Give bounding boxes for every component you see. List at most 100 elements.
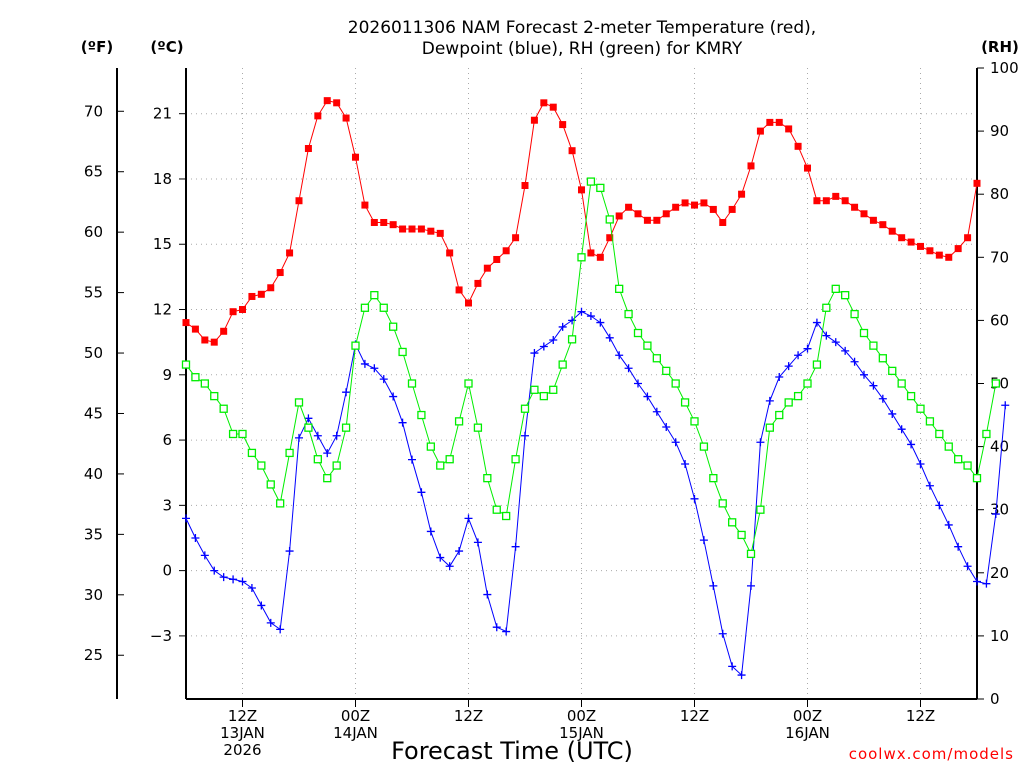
dewpoint-point [257, 601, 266, 610]
temperature-point [700, 199, 708, 207]
dewpoint-point [831, 338, 840, 347]
celsius-tick-label: 3 [162, 496, 172, 514]
dewpoint-point [812, 318, 821, 327]
rh-point [925, 417, 935, 426]
dewpoint-point [492, 623, 501, 632]
dewpoint-point [464, 514, 473, 523]
rh-point [417, 410, 426, 420]
rh-point [247, 448, 257, 458]
temperature-point [342, 114, 350, 122]
dewpoint-point [954, 542, 963, 551]
temperature-point [502, 247, 510, 255]
temperature-point [483, 264, 491, 272]
rh-point [850, 309, 859, 319]
dewpoint-point [794, 351, 803, 360]
dewpoint-point [982, 579, 991, 588]
dewpoint-point [888, 409, 897, 418]
dewpoint-point [784, 362, 793, 371]
dewpoint-point [765, 396, 774, 405]
dewpoint-point [521, 431, 529, 440]
temperature-point [323, 97, 331, 105]
temperature-point [841, 197, 849, 205]
rh-point [360, 303, 370, 312]
dewpoint-point [483, 590, 492, 599]
temperature-point [276, 269, 284, 277]
temperature-point [747, 162, 755, 170]
rh-point [793, 391, 803, 401]
x-tick-label: 12Z [228, 707, 257, 725]
temperature-point [474, 279, 482, 287]
temperature-point [719, 218, 727, 226]
fahrenheit-axis-label: (ºF) [81, 38, 113, 56]
dewpoint-point [1001, 401, 1010, 410]
temperature-point [587, 249, 595, 257]
temperature-point [521, 181, 529, 189]
temperature-point [220, 327, 228, 335]
temperature-point [662, 210, 670, 218]
rh-tick-label: 70 [990, 248, 1009, 266]
temperature-point [427, 227, 435, 235]
fahrenheit-tick-label: 35 [84, 525, 103, 543]
temperature-point [672, 203, 680, 211]
dewpoint-point [944, 520, 953, 529]
rh-point [266, 480, 275, 489]
rh-point [219, 404, 228, 413]
temperature-point [201, 336, 209, 344]
temperature-point [832, 192, 840, 200]
temperature-point [888, 227, 896, 235]
dewpoint-point [615, 351, 624, 360]
temperature-point [898, 234, 906, 242]
rh-point [784, 398, 793, 407]
rh-point [756, 505, 765, 514]
celsius-tick-label: 0 [162, 562, 172, 580]
rh-point [473, 423, 483, 432]
rh-line [185, 180, 997, 556]
rh-point [210, 391, 219, 401]
temperature-point [436, 229, 444, 237]
rh-point [181, 360, 191, 369]
dewpoint-point [907, 440, 916, 449]
dewpoint-point [511, 542, 520, 551]
dewpoint-point [191, 533, 200, 542]
rh-point [709, 473, 718, 483]
chart-title-line-2: Dewpoint (blue), RH (green) for KMRY [422, 39, 743, 59]
temperature-point [465, 299, 472, 307]
dewpoint-point [238, 577, 247, 586]
rh-point [803, 379, 812, 388]
rh-point [379, 303, 388, 312]
temperature-point [973, 179, 981, 187]
temperature-point [182, 319, 190, 327]
rh-point [954, 455, 963, 464]
dewpoint-point [229, 575, 238, 584]
fahrenheit-tick-label: 40 [84, 465, 103, 483]
temperature-point [417, 225, 425, 233]
rh-tick-label: 20 [990, 564, 1009, 582]
dewpoint-point [963, 562, 972, 571]
rh-point [897, 379, 906, 388]
rh-point [831, 284, 840, 294]
rh-point [332, 461, 341, 470]
rh-point [492, 505, 501, 514]
dewpoint-point [417, 488, 426, 497]
dewpoint-point [596, 318, 605, 327]
temperature-point [596, 253, 604, 261]
rh-tick-label: 30 [990, 501, 1009, 519]
dewpoint-point [973, 577, 981, 586]
temperature-point [540, 99, 548, 107]
dewpoint-point [426, 527, 435, 536]
temperature-point [361, 201, 369, 209]
rh-point [878, 354, 887, 363]
rh-tick-label: 0 [990, 690, 1000, 708]
dewpoint-point [737, 671, 746, 680]
rh-point [238, 429, 247, 439]
dewpoint-point [925, 481, 934, 490]
dewpoint-point [558, 322, 567, 331]
dewpoint-point [342, 388, 351, 397]
rh-point [323, 473, 332, 483]
x-axis-title: Forecast Time (UTC) [391, 737, 633, 765]
dewpoint-point [389, 392, 398, 401]
rh-point [483, 473, 492, 483]
rh-point [530, 385, 539, 394]
